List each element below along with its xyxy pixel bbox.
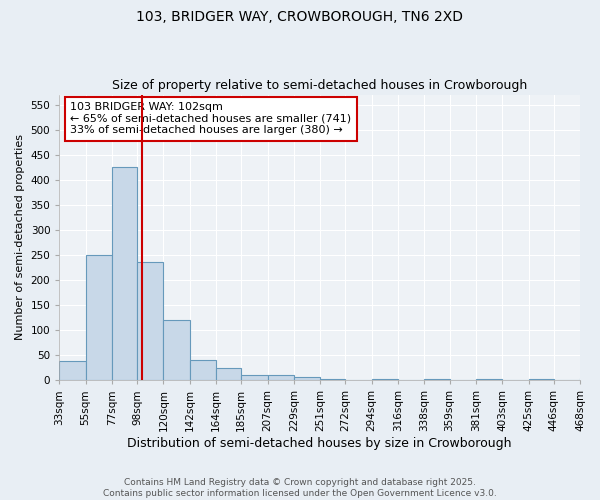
Y-axis label: Number of semi-detached properties: Number of semi-detached properties: [15, 134, 25, 340]
Bar: [190, 360, 216, 380]
Bar: [163, 320, 190, 380]
Bar: [320, 379, 346, 380]
X-axis label: Distribution of semi-detached houses by size in Crowborough: Distribution of semi-detached houses by …: [127, 437, 512, 450]
Bar: [241, 376, 268, 380]
Bar: [59, 361, 86, 380]
Text: Contains HM Land Registry data © Crown copyright and database right 2025.
Contai: Contains HM Land Registry data © Crown c…: [103, 478, 497, 498]
Bar: [476, 379, 502, 380]
Bar: [529, 379, 554, 380]
Bar: [580, 378, 600, 380]
Title: Size of property relative to semi-detached houses in Crowborough: Size of property relative to semi-detach…: [112, 79, 527, 92]
Bar: [424, 379, 449, 380]
Bar: [372, 379, 398, 380]
Bar: [86, 255, 112, 380]
Bar: [137, 262, 163, 380]
Bar: [294, 377, 320, 380]
Bar: [216, 368, 241, 380]
Text: 103, BRIDGER WAY, CROWBOROUGH, TN6 2XD: 103, BRIDGER WAY, CROWBOROUGH, TN6 2XD: [137, 10, 464, 24]
Text: 103 BRIDGER WAY: 102sqm
← 65% of semi-detached houses are smaller (741)
33% of s: 103 BRIDGER WAY: 102sqm ← 65% of semi-de…: [70, 102, 351, 136]
Bar: [112, 167, 137, 380]
Bar: [268, 376, 294, 380]
